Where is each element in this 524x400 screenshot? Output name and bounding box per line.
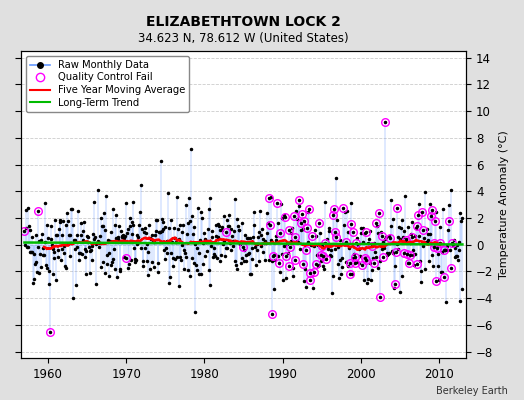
Text: 34.623 N, 78.612 W (United States): 34.623 N, 78.612 W (United States) (138, 32, 349, 45)
Text: Berkeley Earth: Berkeley Earth (436, 386, 508, 396)
Title: ELIZABETHTOWN LOCK 2: ELIZABETHTOWN LOCK 2 (146, 15, 341, 29)
Legend: Raw Monthly Data, Quality Control Fail, Five Year Moving Average, Long-Term Tren: Raw Monthly Data, Quality Control Fail, … (26, 56, 189, 112)
Y-axis label: Temperature Anomaly (°C): Temperature Anomaly (°C) (499, 130, 509, 279)
